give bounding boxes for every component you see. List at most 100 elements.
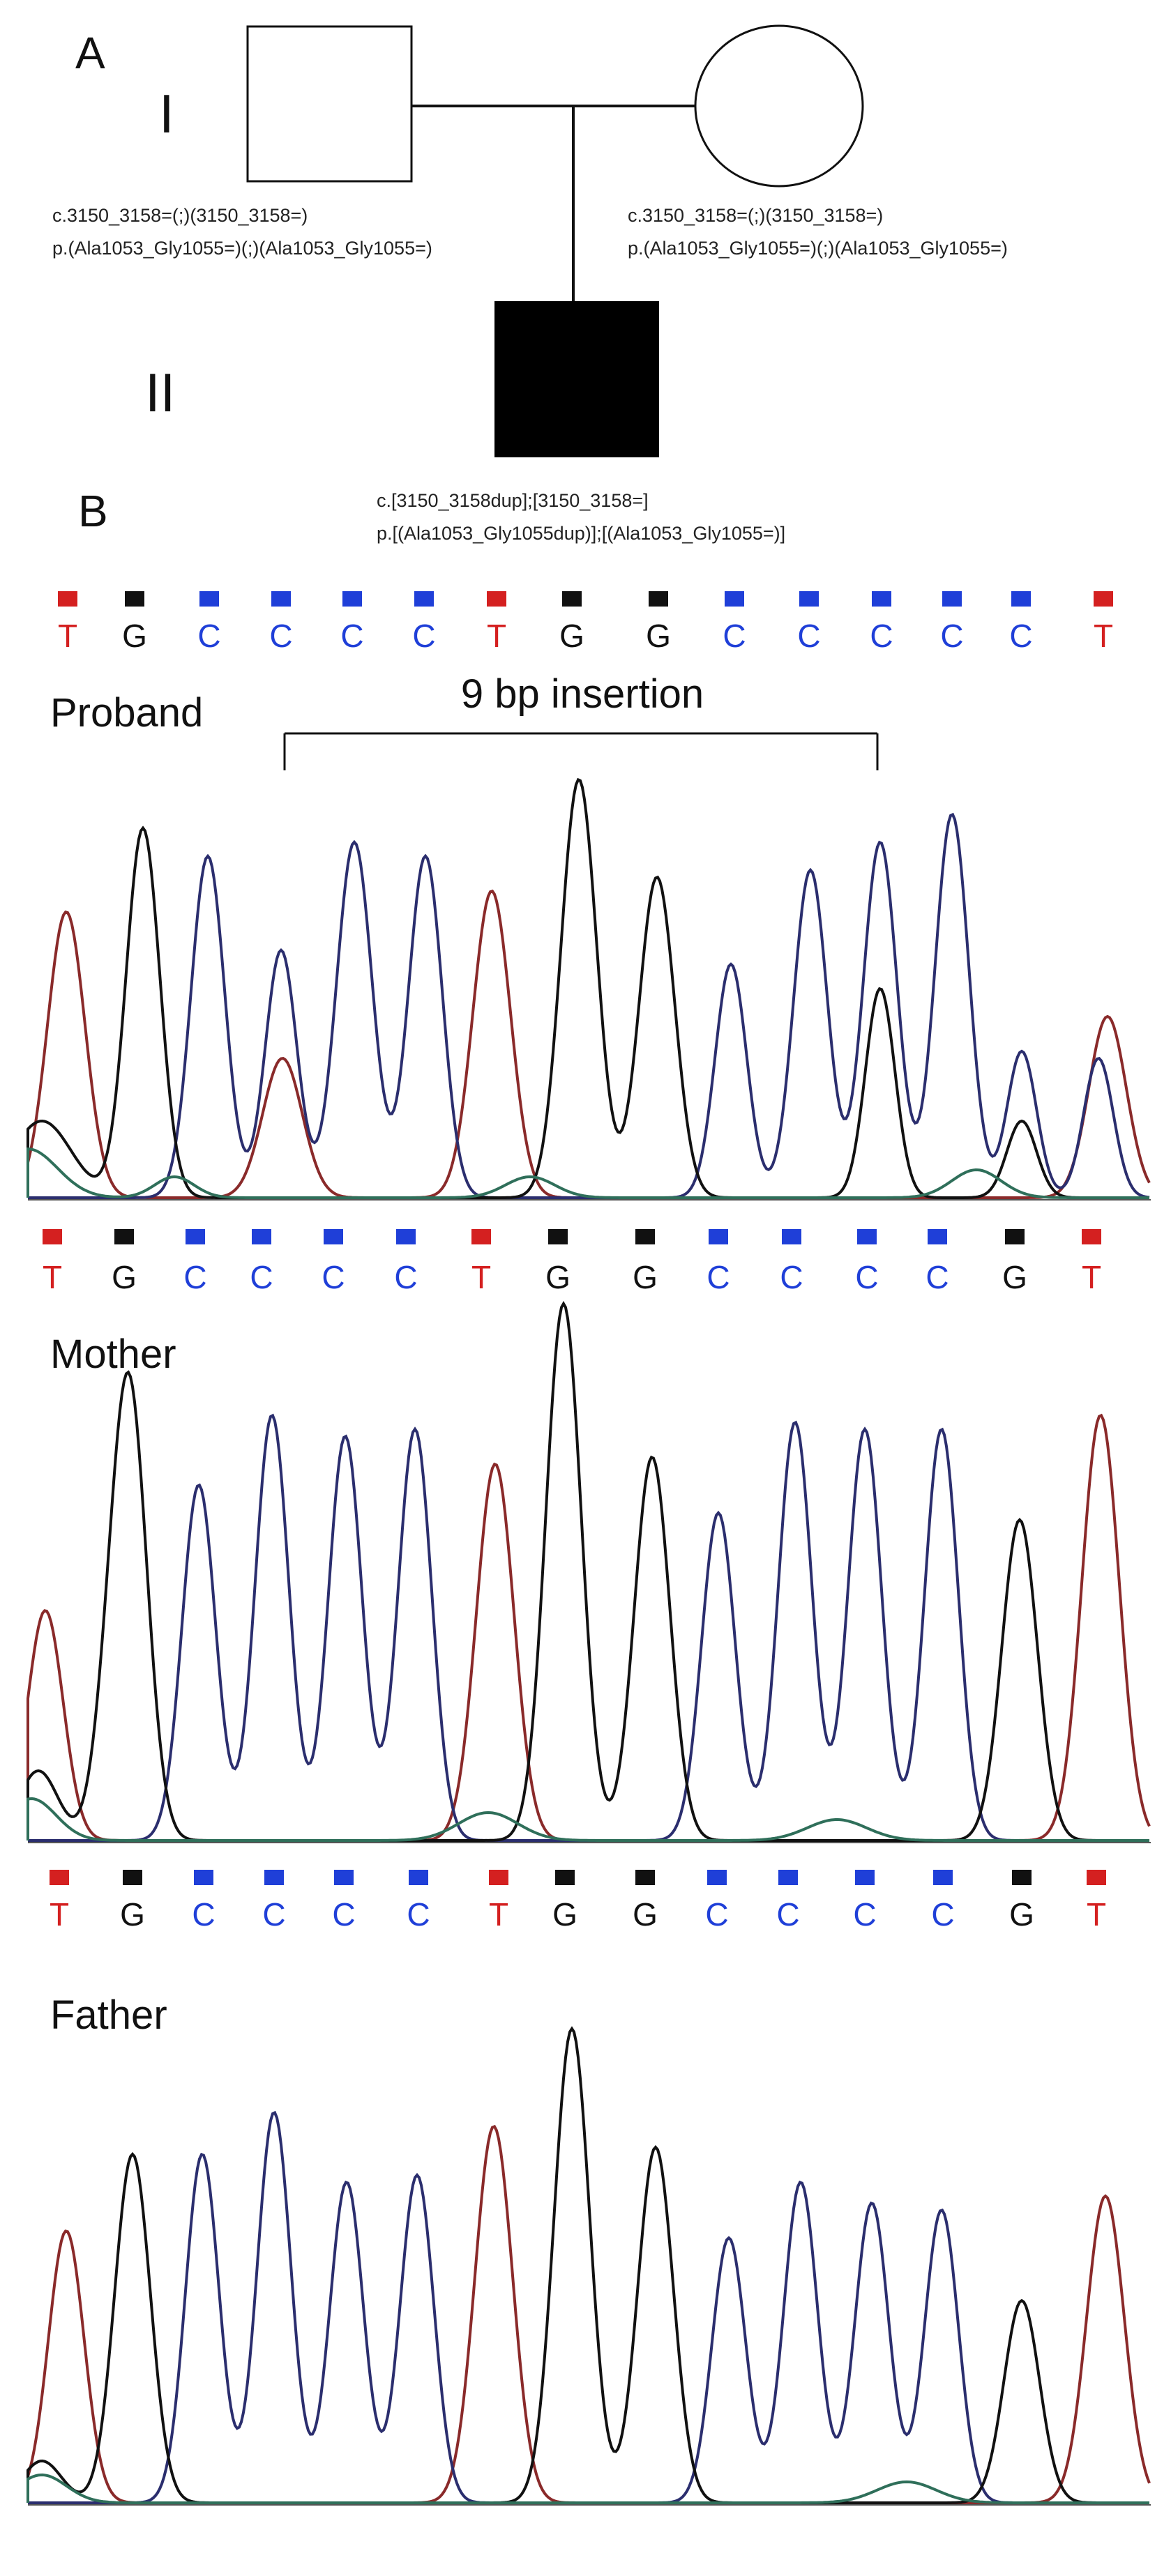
mother-base-letter: T bbox=[489, 1896, 508, 1933]
mother-base-marker bbox=[1012, 1870, 1032, 1885]
mother-base-marker bbox=[933, 1870, 953, 1885]
proband-base-marker bbox=[782, 1229, 801, 1244]
proband-base-letter: C bbox=[707, 1259, 730, 1295]
proband-base-marker bbox=[396, 1229, 416, 1244]
generation-ii-label: II bbox=[145, 362, 175, 423]
proband-base-marker bbox=[857, 1229, 877, 1244]
mother-black-trace bbox=[27, 1300, 1149, 1842]
reference-base-marker bbox=[1094, 591, 1113, 607]
mother-base-marker bbox=[409, 1870, 428, 1885]
mother-label: Mother bbox=[50, 1332, 176, 1377]
reference-base-letter: T bbox=[487, 618, 506, 654]
reference-base-letter: G bbox=[559, 618, 584, 654]
proband-base-marker bbox=[252, 1229, 271, 1244]
proband-base-letter: T bbox=[1082, 1259, 1101, 1295]
mother-green-trace bbox=[27, 1797, 1149, 1842]
panel-a-label: A bbox=[75, 28, 105, 78]
reference-base-letter: C bbox=[940, 618, 963, 654]
reference-base-letter: C bbox=[797, 618, 820, 654]
mother-base-letter: C bbox=[192, 1896, 215, 1933]
proband-base-marker bbox=[186, 1229, 205, 1244]
reference-base-marker bbox=[562, 591, 582, 607]
proband-cdna: c.[3150_3158dup];[3150_3158=] bbox=[377, 490, 649, 511]
generation-i-label: I bbox=[159, 83, 174, 144]
father-symbol bbox=[246, 25, 413, 183]
reference-base-letter: C bbox=[1009, 618, 1032, 654]
proband-base-letter: G bbox=[545, 1259, 571, 1295]
reference-base-letter: T bbox=[58, 618, 77, 654]
mother-base-marker bbox=[489, 1870, 508, 1885]
proband-symbol bbox=[494, 301, 659, 457]
proband-black-trace bbox=[27, 777, 1149, 1199]
proband-label: Proband bbox=[50, 690, 203, 736]
mother-base-marker bbox=[194, 1870, 213, 1885]
reference-base-letter: C bbox=[340, 618, 363, 654]
reference-base-marker bbox=[342, 591, 362, 607]
reference-base-marker bbox=[199, 591, 219, 607]
proband-base-letter: C bbox=[926, 1259, 949, 1295]
proband-base-letter: T bbox=[43, 1259, 62, 1295]
mother-protein: p.(Ala1053_Gly1055=)(;)(Ala1053_Gly1055=… bbox=[628, 238, 1008, 259]
father-green-trace bbox=[27, 2473, 1149, 2504]
mother-base-letter: G bbox=[120, 1896, 145, 1933]
proband-base-marker bbox=[1005, 1229, 1025, 1244]
mother-base-letter: G bbox=[1009, 1896, 1034, 1933]
proband-base-letter: C bbox=[322, 1259, 345, 1295]
reference-base-marker bbox=[725, 591, 744, 607]
mother-base-letter: C bbox=[262, 1896, 285, 1933]
proband-base-letter: C bbox=[183, 1259, 206, 1295]
insertion-label: 9 bp insertion bbox=[461, 671, 704, 717]
proband-blue-trace bbox=[28, 812, 1150, 1199]
mother-base-marker bbox=[123, 1870, 142, 1885]
reference-base-letter: C bbox=[269, 618, 292, 654]
reference-base-marker bbox=[649, 591, 668, 607]
mother-base-marker bbox=[1087, 1870, 1106, 1885]
father-blue-trace bbox=[28, 2110, 1149, 2504]
proband-base-letter: C bbox=[394, 1259, 417, 1295]
reference-base-marker bbox=[872, 591, 891, 607]
mother-base-marker bbox=[855, 1870, 875, 1885]
father-cdna: c.3150_3158=(;)(3150_3158=) bbox=[52, 205, 308, 226]
proband-base-marker bbox=[928, 1229, 947, 1244]
mother-base-marker bbox=[334, 1870, 354, 1885]
mother-base-marker bbox=[707, 1870, 727, 1885]
father-chromatogram bbox=[27, 2026, 1151, 2506]
mother-base-marker bbox=[555, 1870, 575, 1885]
reference-base-marker bbox=[58, 591, 77, 607]
mother-base-letter: C bbox=[931, 1896, 954, 1933]
father-label: Father bbox=[50, 1992, 167, 2038]
mother-base-letter: C bbox=[407, 1896, 430, 1933]
proband-base-marker bbox=[1082, 1229, 1101, 1244]
proband-base-letter: G bbox=[112, 1259, 137, 1295]
mother-base-letter: T bbox=[1087, 1896, 1106, 1933]
reference-base-marker bbox=[799, 591, 819, 607]
reference-base-letter: C bbox=[723, 618, 746, 654]
mother-base-marker bbox=[635, 1870, 655, 1885]
insertion-bracket: 9 bp insertion bbox=[283, 671, 879, 770]
proband-base-marker bbox=[114, 1229, 134, 1244]
reference-base-marker bbox=[125, 591, 144, 607]
proband-base-letter: G bbox=[633, 1259, 658, 1295]
proband-base-marker bbox=[43, 1229, 62, 1244]
pedigree: A I II c.3150_3158=(;)(3150_3158=) p.(Al… bbox=[52, 24, 1008, 544]
father-black-trace bbox=[27, 2026, 1149, 2504]
proband-base-letter: C bbox=[855, 1259, 878, 1295]
proband-base-letter: T bbox=[471, 1259, 491, 1295]
proband-base-marker bbox=[709, 1229, 728, 1244]
mother-base-marker bbox=[50, 1870, 69, 1885]
proband-protein: p.[(Ala1053_Gly1055dup)];[(Ala1053_Gly10… bbox=[377, 523, 785, 544]
mother-base-marker bbox=[264, 1870, 284, 1885]
father-protein: p.(Ala1053_Gly1055=)(;)(Ala1053_Gly1055=… bbox=[52, 238, 432, 259]
reference-base-letter: C bbox=[197, 618, 220, 654]
reference-base-marker bbox=[942, 591, 962, 607]
proband-base-marker bbox=[324, 1229, 343, 1244]
mother-symbol bbox=[694, 24, 864, 188]
reference-base-letter: T bbox=[1094, 618, 1113, 654]
proband-base-letter: C bbox=[780, 1259, 803, 1295]
reference-base-marker bbox=[487, 591, 506, 607]
reference-base-letter: G bbox=[646, 618, 671, 654]
